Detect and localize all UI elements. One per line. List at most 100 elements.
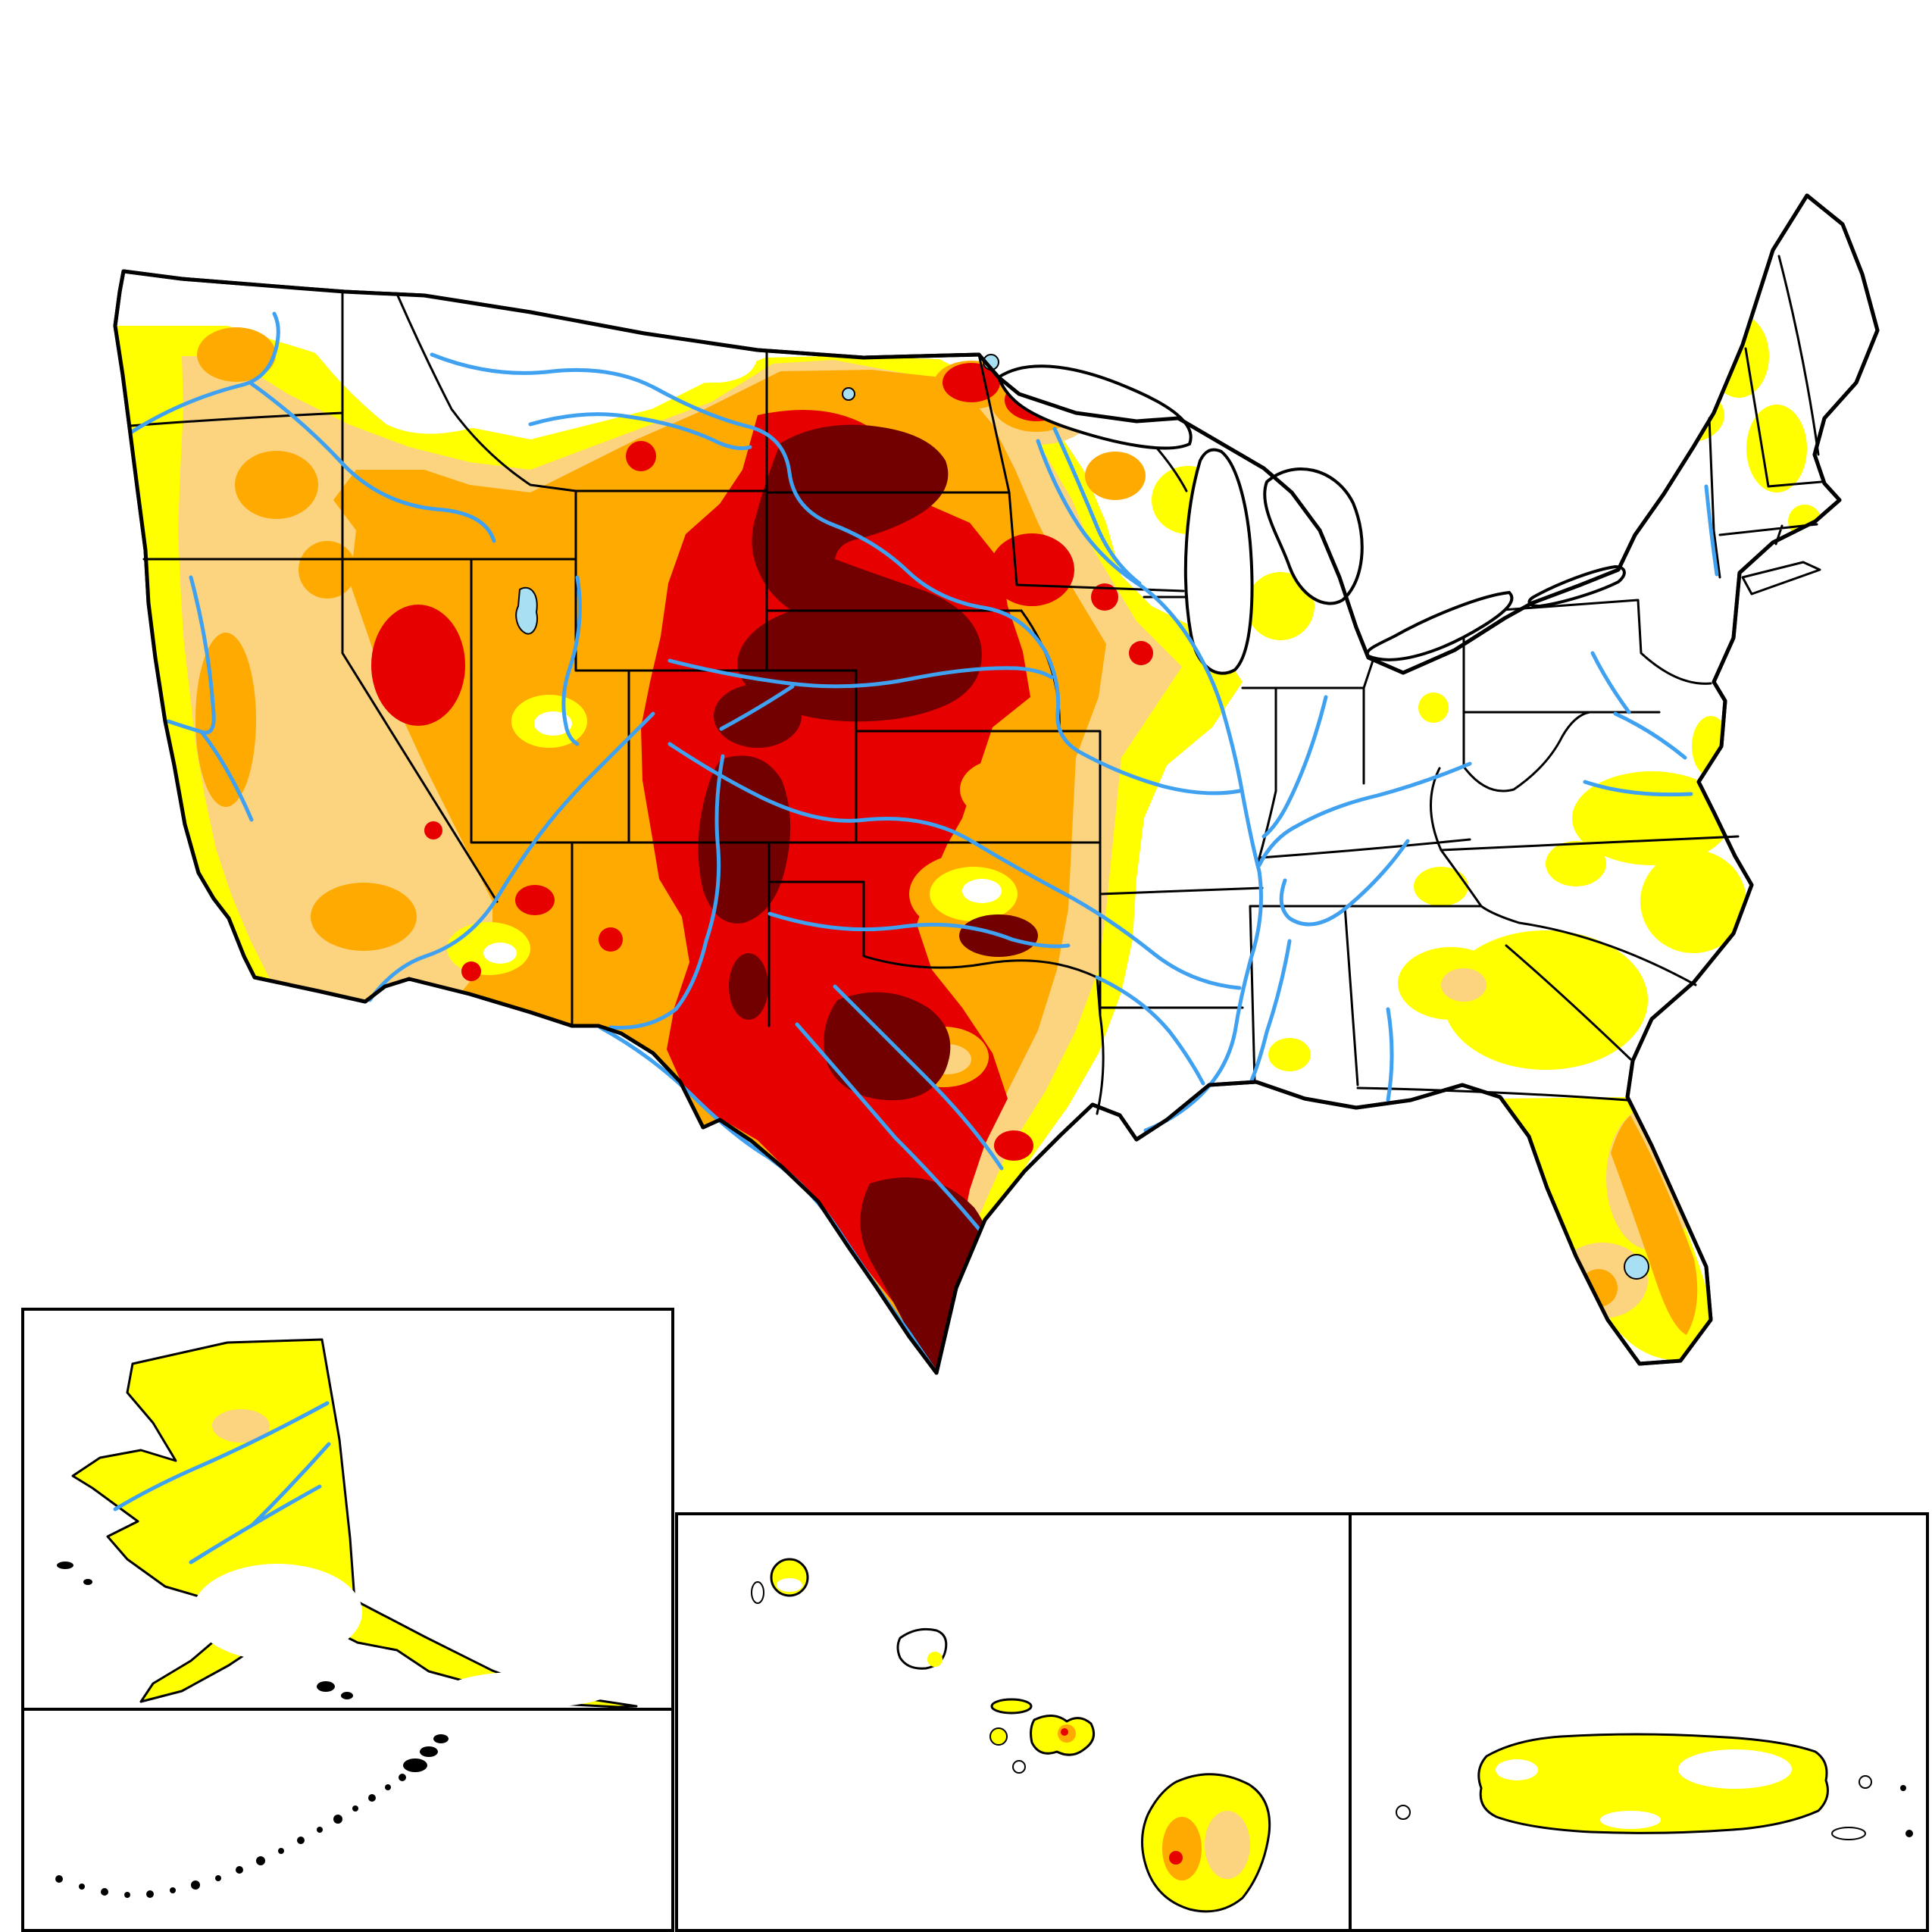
- island: [399, 1774, 406, 1781]
- river-colorado: [367, 711, 655, 1002]
- hawaii-islands: [751, 1558, 1271, 1913]
- river-tanana: [251, 1442, 331, 1527]
- river-wabash: [1261, 695, 1328, 839]
- island: [1900, 1785, 1906, 1791]
- drought-blob: [1205, 1811, 1250, 1879]
- conus-map: [113, 193, 1880, 1375]
- rivers: [130, 311, 1719, 1375]
- river-sacramento: [166, 575, 216, 735]
- drought-blob: [626, 441, 656, 471]
- puerto-rico-inset: [1349, 1512, 1929, 1932]
- island: [101, 1888, 108, 1896]
- lake-michigan: [1183, 448, 1254, 675]
- clear-patch: [534, 711, 572, 736]
- drought-blob: [824, 992, 951, 1101]
- drought-blob: [299, 541, 356, 599]
- river-snake: [248, 380, 496, 543]
- puerto-rico-inset-box: [1349, 1512, 1929, 1932]
- drought-blob: [1268, 1038, 1311, 1071]
- island: [352, 1805, 358, 1812]
- drought-blob: [1640, 850, 1746, 953]
- drought-blob: [1546, 841, 1606, 886]
- island-mona: [1396, 1805, 1411, 1820]
- river-south-platte: [719, 684, 795, 731]
- alaska-rivers: [113, 1401, 331, 1565]
- alaska-drought-patches: [192, 1409, 614, 1708]
- drought-blob: [197, 327, 276, 382]
- puerto-rico-islands: [1396, 1733, 1913, 1840]
- island: [79, 1884, 85, 1890]
- river-rio-grande-upper: [608, 754, 725, 1030]
- river-ohio: [1257, 761, 1472, 868]
- island-lanai: [989, 1727, 1008, 1746]
- drought-blob: [1085, 452, 1146, 500]
- river-potomac: [1613, 711, 1687, 760]
- drought-blob: [1061, 1728, 1068, 1736]
- river-red: [1095, 975, 1205, 1086]
- long-island: [1741, 561, 1821, 596]
- drought-blob: [1500, 1097, 1712, 1361]
- drought-blob: [1091, 583, 1118, 611]
- hawaii-inset: [675, 1512, 1352, 1932]
- drought-blob: [515, 885, 555, 915]
- island-niihau: [751, 1581, 764, 1604]
- river-tennessee: [1279, 839, 1410, 927]
- drought-blob: [599, 927, 623, 952]
- island: [317, 1827, 323, 1833]
- island-kahoolawe: [1012, 1760, 1026, 1774]
- clear-patch: [1678, 1749, 1792, 1789]
- river-brazos: [833, 984, 1004, 1171]
- drought-blob: [1441, 968, 1487, 1002]
- aleutian-chain: [55, 1734, 449, 1898]
- river-missouri: [430, 352, 1242, 796]
- island: [236, 1866, 243, 1874]
- island: [341, 1692, 353, 1699]
- island: [385, 1784, 391, 1790]
- river-colorado-texas: [795, 1022, 981, 1231]
- island-vieques: [1831, 1827, 1866, 1840]
- drought-blob: [1746, 405, 1807, 492]
- island: [1905, 1830, 1913, 1837]
- drought-blob: [311, 883, 417, 951]
- island: [83, 1579, 92, 1585]
- clear-patch: [1496, 1759, 1538, 1780]
- clear-patch: [1600, 1811, 1661, 1829]
- great-salt-lake: [515, 586, 538, 635]
- drought-blob: [729, 953, 768, 1020]
- clear-patch: [192, 1564, 362, 1661]
- devils-lake: [842, 387, 855, 401]
- river-susquehanna: [1590, 651, 1631, 714]
- island: [333, 1815, 342, 1824]
- drought-blob: [698, 755, 791, 924]
- lake-superior: [996, 364, 1193, 450]
- river-apalachicola: [1386, 1007, 1394, 1102]
- island: [146, 1890, 154, 1898]
- drought-blob: [943, 363, 1000, 402]
- island: [170, 1887, 176, 1893]
- state-borders: [129, 255, 1823, 1115]
- clear-patch: [777, 1578, 802, 1592]
- river-green: [561, 575, 582, 746]
- drought-blob: [212, 1409, 270, 1443]
- aleutians-inset-box: [21, 1708, 674, 1932]
- drought-blob: [1246, 572, 1315, 640]
- island: [278, 1848, 284, 1854]
- drought-blob: [235, 451, 318, 519]
- clear-patch: [483, 943, 517, 964]
- us-outline: [113, 193, 1880, 1375]
- gap-patch: [960, 759, 1043, 820]
- lake-okeechobee: [1624, 1254, 1649, 1280]
- drought-blob: [714, 684, 802, 748]
- drought-blob: [1414, 867, 1468, 906]
- drought-blob: [424, 821, 442, 839]
- lake-erie: [1365, 590, 1514, 661]
- drought-blob: [1129, 641, 1153, 665]
- island: [191, 1880, 200, 1890]
- island: [317, 1681, 335, 1692]
- island: [57, 1562, 73, 1569]
- river-canadian: [767, 911, 1071, 949]
- river-yukon: [113, 1401, 330, 1512]
- island: [420, 1746, 438, 1757]
- island-culebra: [1859, 1775, 1872, 1789]
